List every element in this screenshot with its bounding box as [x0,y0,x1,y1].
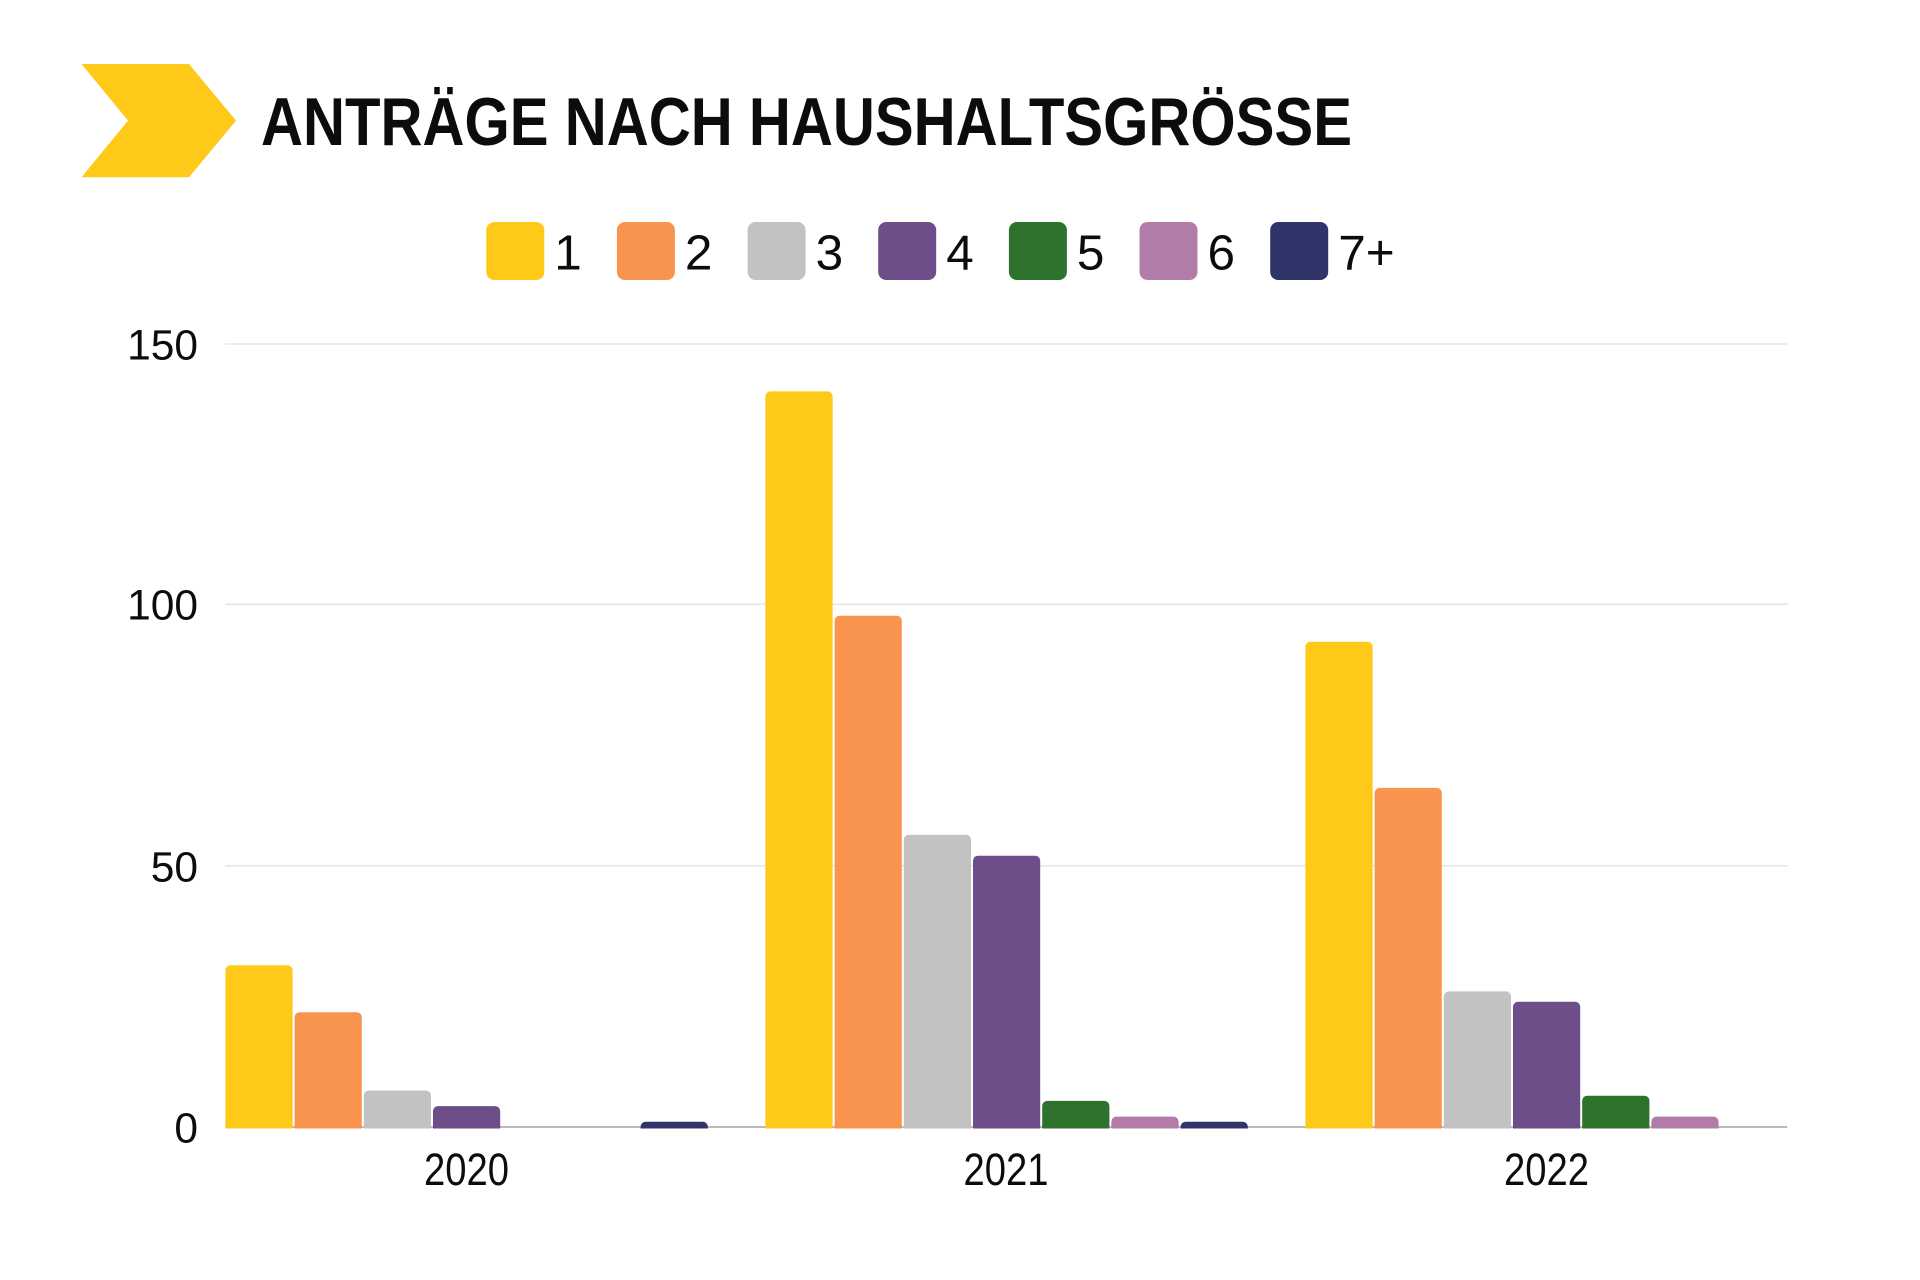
svg-text:150: 150 [127,323,198,370]
svg-text:ANTRÄGE NACH HAUSHALTSGRÖSSE: ANTRÄGE NACH HAUSHALTSGRÖSSE [261,85,1352,160]
svg-text:1: 1 [554,226,582,281]
svg-text:2: 2 [685,226,713,281]
svg-text:50: 50 [151,844,198,891]
svg-text:4: 4 [946,226,974,281]
svg-text:100: 100 [127,583,198,630]
svg-text:3: 3 [816,226,844,281]
svg-text:5: 5 [1077,226,1105,281]
svg-text:7+: 7+ [1338,226,1394,281]
svg-text:2021: 2021 [964,1144,1049,1195]
svg-text:0: 0 [174,1105,198,1152]
svg-text:2020: 2020 [424,1144,509,1195]
svg-text:2022: 2022 [1504,1144,1589,1195]
svg-text:6: 6 [1208,226,1236,281]
